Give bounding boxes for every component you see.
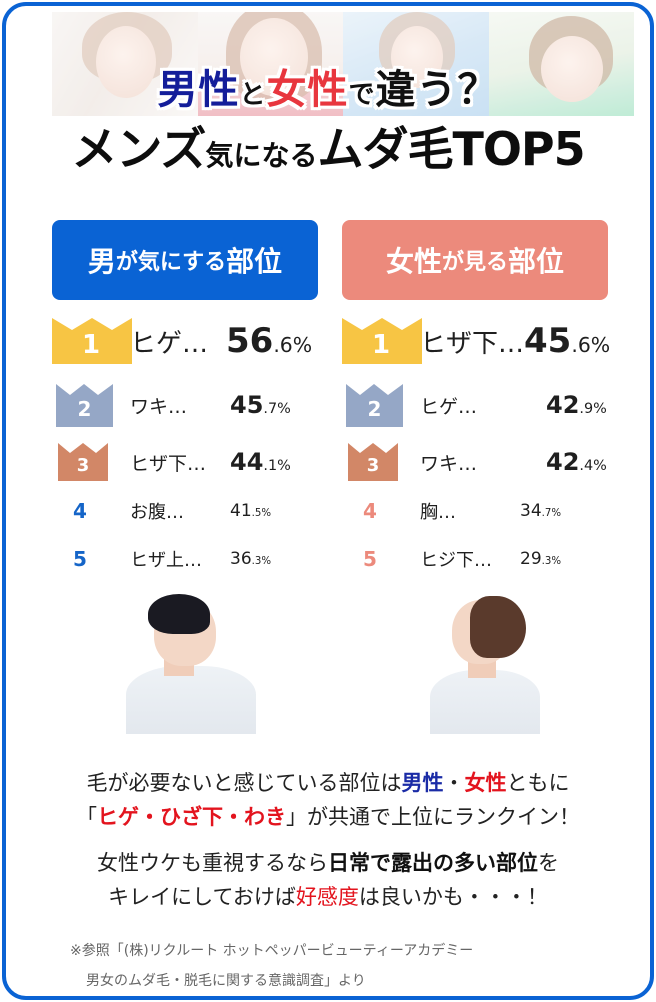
source-line-1: ※参照「(株)リクルート ホットペッパービューティーアカデミー <box>70 943 474 959</box>
body-part-label: ヒザ下… <box>420 328 525 359</box>
body-part-label: ヒゲ… <box>420 395 478 418</box>
rank-row: 2 ワキ… 45.7% <box>52 376 318 434</box>
summary-paragraph-2: 女性ウケも重視するなら日常で露出の多い部位を キレイにしておけば好感度は良いかも… <box>97 851 559 909</box>
headline-particle: で <box>348 80 376 110</box>
rank-row: 5 ヒザ上… 36.3% <box>52 534 318 584</box>
header-tail: 部位 <box>226 245 283 278</box>
rank-row: 2 ヒゲ… 42.9% <box>342 376 608 434</box>
source-line-2: 男女のムダ毛・脱毛に関する意識調査」より <box>86 973 366 989</box>
body-part-label: ヒゲ… <box>130 328 209 359</box>
headline-top5: ムダ毛TOP5 <box>317 122 585 176</box>
rank-number: 5 <box>73 547 87 571</box>
percent-value: 44.1% <box>230 448 291 476</box>
bronze-crown-icon: 3 <box>58 443 108 481</box>
silver-crown-icon: 2 <box>346 383 403 427</box>
bronze-crown-icon: 3 <box>348 443 398 481</box>
female-rank-list: 1 ヒザ下… 45.6% 2 ヒゲ… 42.9% 3 ワキ… 42.4% 4 <box>342 310 611 584</box>
source-citation: ※参照「(株)リクルート ホットペッパービューティーアカデミー 男女のムダ毛・脱… <box>70 936 473 996</box>
headline-primary: 男性と女性で違う？ <box>6 64 650 121</box>
percent-value: 42.4% <box>546 448 607 476</box>
male-rank-list: 1 ヒゲ… 56.6% 2 ワキ… 45.7% 3 ヒザ下… 44.1% 4 <box>52 310 318 584</box>
summary-paragraph-1: 毛が必要ないと感じている部位は男性・女性ともに 「ヒゲ・ひざ下・わき」が共通で上… <box>76 771 580 829</box>
percent-value: 29.3% <box>520 549 562 569</box>
body-part-label: 胸… <box>420 502 456 523</box>
percent-value: 45.6% <box>524 321 611 361</box>
percent-value: 56.6% <box>226 321 313 361</box>
hero-photo-4 <box>488 12 634 116</box>
headline-female: 女性 <box>266 67 349 113</box>
rank-row: 5 ヒジ下… 29.3% <box>342 534 608 584</box>
female-column-header: 女性 が見る 部位 <box>342 220 608 300</box>
rank-row: 4 お腹… 41.5% <box>52 488 318 534</box>
rank-row: 3 ワキ… 42.4% <box>342 436 608 488</box>
headline-mens: メンズ <box>71 122 206 176</box>
rank-row: 3 ヒザ下… 44.1% <box>52 436 318 488</box>
rank-number: 5 <box>363 547 377 571</box>
gold-crown-icon: 1 <box>52 318 132 364</box>
male-ranking-column: 男が気にする 部位 1 ヒゲ… 56.6% 2 ワキ… 45.7% <box>52 220 318 584</box>
percent-value: 42.9% <box>546 391 607 419</box>
header-sub: が見る <box>441 250 508 275</box>
rank-row: 4 胸… 34.7% <box>342 488 608 534</box>
headline-secondary: メンズ気になるムダ毛TOP5 <box>6 118 650 187</box>
body-part-label: ヒザ上… <box>130 550 202 571</box>
header-main: 男 <box>87 245 116 278</box>
header-main: 女性 <box>385 245 442 278</box>
headline-kininaru: 気になる <box>205 139 318 172</box>
header-tail: 部位 <box>508 245 565 278</box>
headline-question: 違う？ <box>375 67 499 113</box>
headline-male: 男性 <box>157 67 240 113</box>
woman-illustration <box>430 594 540 734</box>
body-part-label: ワキ… <box>130 395 188 418</box>
percent-value: 34.7% <box>520 501 562 521</box>
body-part-label: お腹… <box>130 502 184 523</box>
rank-row: 1 ヒザ下… 45.6% <box>342 310 611 372</box>
headline-particle: と <box>239 80 267 110</box>
body-part-label: ワキ… <box>420 452 478 475</box>
male-column-header: 男が気にする 部位 <box>52 220 318 300</box>
body-part-label: ヒザ下… <box>130 452 207 475</box>
rank-row: 1 ヒゲ… 56.6% <box>52 310 318 372</box>
hero-photo-3 <box>343 12 489 116</box>
summary-text: 毛が必要ないと感じている部位は男性・女性ともに 「ヒゲ・ひざ下・わき」が共通で上… <box>6 766 650 914</box>
percent-value: 36.3% <box>230 549 272 569</box>
header-sub: が気にする <box>115 250 227 275</box>
silver-crown-icon: 2 <box>56 383 113 427</box>
body-part-label: ヒジ下… <box>420 550 492 571</box>
rank-number: 4 <box>363 499 377 523</box>
gold-crown-icon: 1 <box>342 318 422 364</box>
hero-photo-2 <box>197 12 343 116</box>
rank-number: 4 <box>73 499 87 523</box>
man-illustration <box>126 594 256 734</box>
percent-value: 41.5% <box>230 501 272 521</box>
female-ranking-column: 女性 が見る 部位 1 ヒザ下… 45.6% 2 ヒゲ… 42.9% <box>342 220 611 584</box>
hero-photo-1 <box>52 12 198 116</box>
percent-value: 45.7% <box>230 391 291 419</box>
hero-photo-banner <box>52 12 634 116</box>
